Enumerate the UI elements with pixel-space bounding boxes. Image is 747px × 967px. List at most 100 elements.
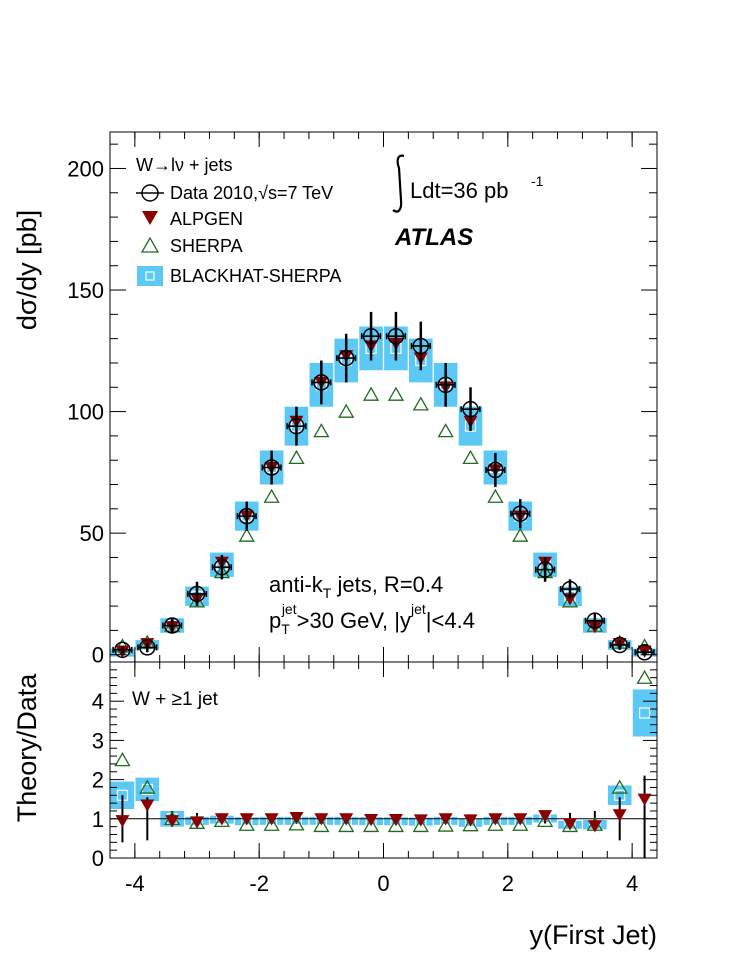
- y-tick-label-bottom: 4: [92, 689, 104, 714]
- luminosity-text: Ldt=36 pb: [410, 178, 508, 203]
- data-marker: [487, 461, 504, 479]
- sherpa-marker: [387, 386, 405, 401]
- sherpa-marker: [412, 396, 429, 411]
- data-marker: [462, 400, 479, 418]
- legend-sherpa-icon: [140, 236, 160, 253]
- sherpa-marker: [263, 488, 280, 503]
- y-tick-label-top: 200: [67, 156, 104, 181]
- legend-alpgen-label: ALPGEN: [170, 209, 243, 229]
- ratio-alpgen-marker: [140, 799, 155, 812]
- sherpa-marker: [462, 449, 479, 465]
- ann-line2-sup2: jet: [410, 601, 426, 617]
- ratio-alpgen-marker: [538, 810, 553, 823]
- data-marker: [437, 376, 454, 394]
- svg-text:pTjet>30 GeV, |yjet|<4.4: pTjet>30 GeV, |yjet|<4.4: [269, 601, 475, 637]
- ratio-sherpa-marker: [238, 816, 255, 831]
- ratio-alpgen-marker: [239, 813, 254, 826]
- ratio-alpgen-marker: [438, 813, 453, 826]
- ratio-sherpa-marker: [114, 752, 131, 767]
- sherpa-marker: [288, 449, 305, 465]
- ann-line1-a: anti-k: [269, 572, 324, 597]
- x-tick-label: 4: [626, 871, 638, 896]
- y-tick-label-bottom: 2: [92, 768, 104, 793]
- ratio-alpgen-marker: [488, 813, 503, 826]
- ann-line2-sup: jet: [281, 601, 297, 617]
- ratio-alpgen-marker: [115, 815, 130, 828]
- ratio-sherpa-marker: [636, 669, 653, 684]
- y-tick-label-top: 50: [80, 521, 104, 546]
- ratio-sherpa-marker: [512, 816, 529, 831]
- ratio-alpgen-marker: [289, 812, 304, 825]
- ann-line1-sub: T: [323, 585, 332, 601]
- legend: W→lν + jets Data 2010,√s=7 TeV ALPGEN SH…: [136, 155, 341, 286]
- data-marker: [536, 561, 554, 578]
- ann-line2-p: p: [269, 608, 281, 633]
- x-axis-label: y(First Jet): [530, 920, 658, 950]
- sherpa-marker: [512, 527, 529, 542]
- ratio-alpgen-marker: [165, 815, 180, 828]
- y-tick-label-bottom: 1: [92, 807, 104, 832]
- ratio-blackhat-marker: [638, 707, 651, 719]
- data-marker: [337, 349, 355, 367]
- y-axis-label-top: dσ/dy [pb]: [12, 210, 42, 330]
- x-tick-label: -2: [249, 871, 269, 896]
- legend-data-icon: [136, 184, 164, 202]
- ratio-alpgen-marker: [314, 813, 329, 826]
- luminosity-label: Ldt=36 pb -1: [392, 154, 544, 213]
- ratio-panel-label: W + ≥1 jet: [132, 689, 219, 710]
- ratio-sherpa-marker: [412, 817, 429, 833]
- data-marker: [238, 507, 255, 525]
- x-tick-label: 2: [502, 871, 514, 896]
- ratio-sherpa-marker: [288, 816, 305, 831]
- ann-line1-b: jets, R=0.4: [331, 572, 443, 597]
- legend-alpgen-icon: [142, 211, 158, 225]
- y-tick-label-bottom: 3: [92, 728, 104, 753]
- ratio-sherpa-marker: [338, 817, 355, 833]
- legend-sherpa-label: SHERPA: [170, 236, 243, 256]
- sherpa-marker: [561, 593, 579, 608]
- sherpa-marker: [437, 423, 454, 438]
- ratio-alpgen-marker: [612, 809, 627, 822]
- data-marker: [288, 417, 305, 435]
- sherpa-marker: [238, 527, 255, 542]
- ann-line2-end: |<4.4: [426, 608, 475, 633]
- ratio-sherpa-marker: [437, 817, 454, 832]
- legend-blackhat-label: BLACKHAT-SHERPA: [170, 266, 341, 286]
- ratio-alpgen-marker: [214, 813, 229, 826]
- ratio-sherpa-marker: [362, 817, 380, 833]
- data-marker: [313, 374, 330, 391]
- ratio-alpgen-marker: [388, 813, 403, 827]
- axes-ticks: -4 -2 0 2 4 0 50 100 150 200 0 1 2 3 4: [67, 132, 658, 896]
- legend-data-label: Data 2010,√s=7 TeV: [170, 183, 333, 203]
- ratio-alpgen-marker: [413, 814, 428, 827]
- ratio-sherpa-marker: [313, 817, 330, 833]
- data-marker: [387, 327, 405, 345]
- y-tick-label-bottom: 0: [92, 846, 104, 871]
- sherpa-marker: [313, 423, 330, 438]
- ratio-alpgen-marker: [587, 820, 602, 833]
- ratio-alpgen-marker: [513, 813, 528, 826]
- data-marker: [188, 585, 206, 603]
- y-axis-label-bottom: Theory/Data: [12, 673, 42, 823]
- x-tick-label: -4: [125, 871, 145, 896]
- data-marker: [586, 612, 604, 629]
- data-marker: [561, 580, 579, 598]
- ann-line2-sub: T: [281, 621, 290, 637]
- ratio-alpgen-marker: [264, 813, 279, 826]
- atlas-label: ATLAS: [394, 224, 473, 251]
- ratio-sherpa-marker: [263, 816, 280, 831]
- data-marker: [114, 641, 131, 659]
- bottom-blackhat-bands: [110, 689, 657, 831]
- ratio-alpgen-marker: [463, 814, 478, 827]
- data-marker: [636, 644, 653, 661]
- ann-line2-mid: >30 GeV, |y: [297, 608, 411, 633]
- ratio-sherpa-marker: [139, 779, 156, 794]
- x-tick-label: 0: [377, 871, 389, 896]
- ratio-sherpa-marker: [387, 817, 405, 833]
- ratio-blackhat-band: [632, 689, 657, 737]
- data-marker: [163, 617, 181, 634]
- data-marker: [362, 327, 380, 345]
- top-markers: [112, 311, 655, 661]
- ratio-sherpa-marker: [462, 817, 479, 832]
- y-tick-label-top: 150: [67, 278, 104, 303]
